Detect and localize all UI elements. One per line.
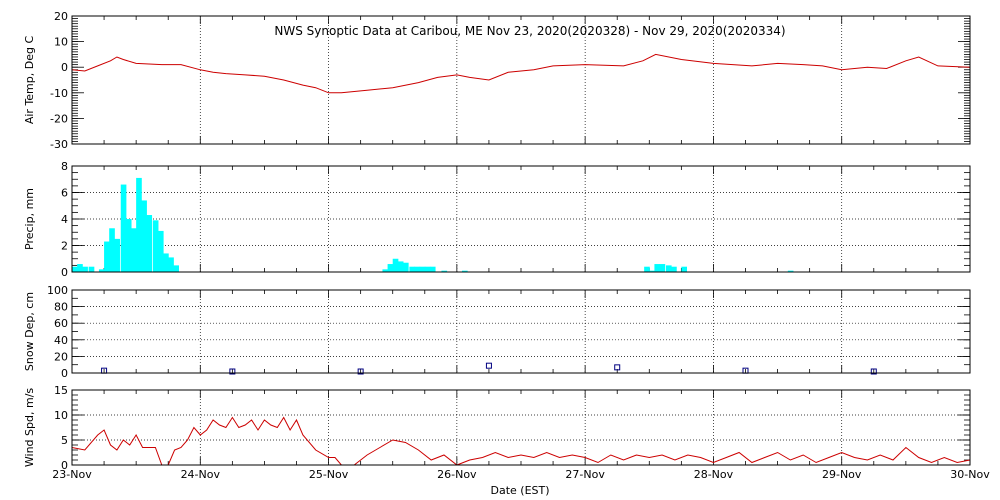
precip-bar (392, 258, 399, 272)
precip-bar (387, 264, 394, 272)
precip-bar (414, 266, 421, 272)
x-tick-label: 27-Nov (565, 468, 605, 481)
snow-depth-point (614, 364, 621, 371)
y-tick-label: 10 (54, 409, 68, 422)
y-tick-label: 5 (61, 434, 68, 447)
precip-bar (114, 238, 120, 272)
panel-frame (71, 165, 971, 273)
x-tick-label: 25-Nov (309, 468, 349, 481)
precip-bar (104, 241, 110, 272)
chart-panels: -30 -20 -10 0 10 20 Air Temp, Deg C 0 2 4 6 8 Precip… (23, 10, 990, 481)
y-tick-label: 0 (61, 266, 68, 279)
precip-bar (168, 257, 174, 272)
precip-bar (125, 219, 132, 272)
precip-bar (409, 266, 416, 272)
y-axis-label-air_temp: Air Temp, Deg C (23, 36, 36, 125)
x-tick-label: 24-Nov (181, 468, 221, 481)
precip-bar (382, 269, 389, 272)
panel-air_temp: -30 -20 -10 0 10 20 Air Temp, Deg C (23, 10, 971, 151)
precip-bar (141, 200, 147, 272)
precip-bar (77, 264, 83, 272)
x-axis-label: Date (EST) (490, 484, 549, 497)
precip-bar (659, 264, 666, 272)
precip-bar (98, 269, 105, 272)
precip-bar (157, 230, 164, 272)
precip-bar (120, 184, 127, 272)
precip-bar (72, 266, 78, 272)
chart-title: NWS Synoptic Data at Caribou, ME Nov 23,… (274, 24, 785, 38)
y-axis-label-wind: Wind Spd, m/s (23, 388, 36, 468)
precip-bar (429, 266, 436, 272)
snow-depth-point (485, 362, 492, 369)
panel-frame (71, 389, 971, 466)
y-tick-label: 0 (61, 367, 68, 380)
snow-depth-point (357, 368, 364, 375)
x-tick-label: 29-Nov (822, 468, 862, 481)
series-line-wind (71, 416, 971, 466)
y-tick-label: 80 (54, 301, 68, 314)
precip-bar (671, 266, 677, 272)
y-tick-label: 60 (54, 317, 68, 330)
y-tick-label: 6 (61, 187, 68, 200)
y-tick-label: 15 (54, 384, 68, 397)
precip-bar (681, 266, 688, 272)
y-tick-label: 2 (61, 240, 68, 253)
precip-bar (665, 265, 672, 272)
precip-bar (461, 270, 468, 272)
precip-bar (163, 253, 169, 272)
panel-snow_depth: 0 20 40 60 80 100 Snow Dep, cm (23, 284, 971, 380)
panel-wind: 0 5 10 15 Wind Spd, m/s (23, 384, 971, 472)
y-tick-label: 0 (61, 61, 68, 74)
precip-bar (654, 264, 661, 272)
precip-bar (787, 270, 794, 272)
x-tick-label: 30-Nov (950, 468, 990, 481)
precip-bar (649, 270, 655, 272)
precip-bar (397, 261, 404, 272)
snow-depth-point (229, 368, 236, 375)
y-tick-label: 0 (61, 459, 68, 472)
panel-precip: 0 2 4 6 8 Precip, mm (23, 160, 971, 279)
precip-bar (136, 177, 142, 272)
y-tick-label: 8 (61, 160, 68, 173)
y-tick-label: -30 (50, 138, 68, 151)
precip-bar (88, 266, 95, 272)
precip-bar (419, 266, 426, 272)
y-tick-label: 40 (54, 334, 68, 347)
panel-frame (71, 289, 971, 374)
x-tick-label: 23-Nov (52, 468, 92, 481)
y-tick-label: -20 (50, 112, 68, 125)
precip-bar (152, 220, 159, 272)
precip-bar (131, 228, 137, 272)
precip-bar (441, 270, 448, 272)
y-axis-label-precip: Precip, mm (23, 188, 36, 250)
precip-bar (146, 215, 153, 272)
y-tick-label: 4 (61, 213, 68, 226)
y-axis-label-snow_depth: Snow Dep, cm (23, 292, 36, 371)
x-tick-label: 26-Nov (437, 468, 477, 481)
precip-bar (82, 266, 88, 272)
precip-bar (173, 265, 179, 272)
y-tick-label: 20 (54, 350, 68, 363)
snow-depth-point (870, 368, 877, 375)
x-tick-label: 28-Nov (694, 468, 734, 481)
precip-bar (109, 228, 115, 272)
y-tick-label: 100 (47, 284, 68, 297)
precip-bar (644, 266, 650, 272)
precip-bar (402, 262, 409, 272)
panel-frame (71, 15, 971, 145)
y-tick-label: 20 (54, 10, 68, 23)
precip-bar (424, 266, 431, 272)
y-tick-label: -10 (50, 87, 68, 100)
series-line-air_temp (71, 53, 971, 94)
y-tick-label: 10 (54, 36, 68, 49)
